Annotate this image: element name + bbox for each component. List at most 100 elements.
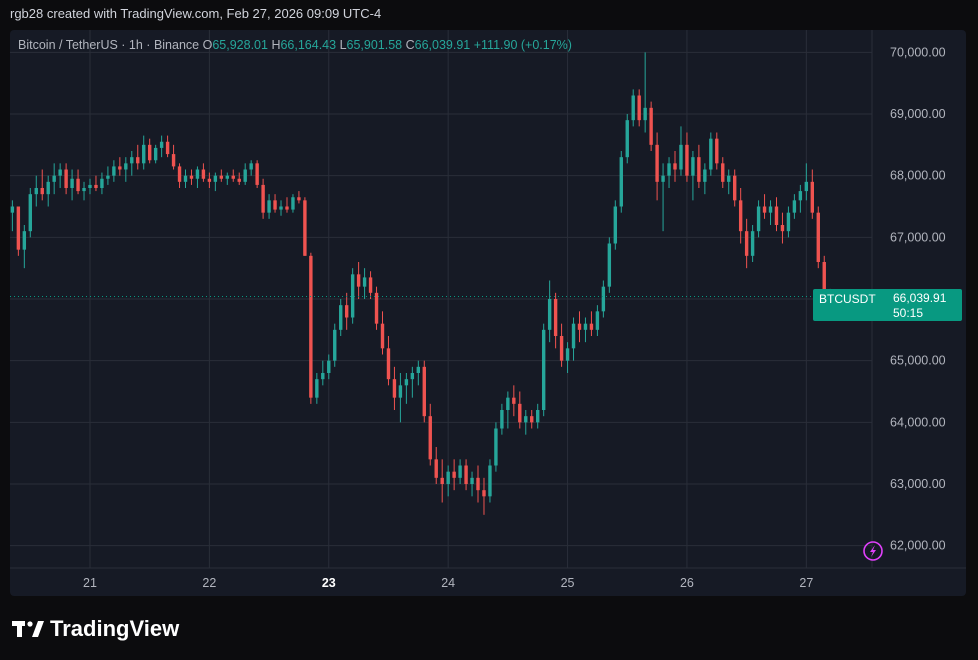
candle — [64, 163, 68, 195]
candle-body — [709, 138, 713, 170]
candle — [804, 163, 809, 201]
candle — [476, 465, 480, 503]
candle-body — [297, 197, 301, 201]
candle — [631, 89, 635, 127]
candle-body — [446, 471, 450, 484]
candle — [404, 373, 409, 404]
candle — [786, 206, 791, 238]
candle — [392, 366, 397, 410]
candle-body — [601, 286, 606, 312]
x-tick-label: 23 — [322, 576, 336, 590]
candle — [28, 188, 32, 238]
candle — [147, 138, 152, 164]
candle — [792, 194, 797, 219]
tradingview-logo[interactable]: TradingView — [12, 616, 179, 642]
candle — [350, 268, 355, 324]
candle-body — [339, 305, 343, 330]
candle-body — [130, 157, 134, 164]
candle — [231, 169, 235, 182]
candle-body — [285, 206, 289, 210]
legend-change: +111.90 (+0.17%) — [473, 38, 572, 52]
candle — [368, 271, 373, 299]
candle-body — [792, 200, 797, 213]
candle-body — [476, 477, 480, 491]
price-axis: 62,000.00 63,000.00 64,000.00 65,000.00 66,0… — [890, 45, 946, 552]
candle-body — [685, 144, 689, 176]
candle-body — [118, 166, 122, 170]
candle — [285, 197, 289, 213]
candle-body — [34, 188, 38, 195]
candle — [82, 181, 86, 201]
candle — [703, 163, 707, 195]
candle — [422, 360, 426, 423]
candle — [165, 135, 170, 158]
candle-body — [512, 397, 516, 404]
candle-body — [142, 144, 146, 164]
y-tick-label: 64,000.00 — [890, 415, 946, 429]
candle — [16, 206, 21, 256]
candle — [589, 311, 594, 336]
snapshot-bolt-icon[interactable] — [863, 541, 883, 561]
candle-body — [434, 459, 438, 478]
y-tick-label: 65,000.00 — [890, 354, 946, 368]
candle — [494, 422, 498, 472]
candle-body — [177, 166, 182, 182]
candle — [780, 212, 785, 244]
candle — [142, 135, 146, 170]
candle — [637, 89, 641, 127]
candle — [201, 163, 206, 182]
candle-body — [595, 311, 600, 330]
candle-body — [637, 95, 641, 121]
candle — [356, 262, 361, 299]
candle-body — [255, 163, 259, 185]
candle — [386, 336, 391, 386]
candle — [315, 373, 319, 404]
chart-frame[interactable]: 62,000.00 63,000.00 64,000.00 65,000.00 66,0… — [10, 30, 966, 596]
legend-high-value: 66,164.43 — [280, 38, 337, 52]
candle-body — [816, 212, 820, 262]
candle — [619, 151, 623, 213]
candle-body — [136, 157, 140, 164]
candle-body — [715, 138, 719, 164]
candle — [679, 126, 683, 176]
candlestick-chart[interactable]: 62,000.00 63,000.00 64,000.00 65,000.00 66,0… — [10, 30, 966, 596]
candle-body — [577, 323, 582, 330]
tradingview-logo-icon — [12, 621, 44, 637]
legend-close-label: C — [405, 38, 415, 52]
candle-body — [452, 471, 456, 478]
candle — [536, 403, 540, 429]
candle-body — [428, 416, 432, 460]
candle-body — [201, 169, 206, 179]
candle — [183, 169, 188, 188]
candle — [159, 135, 164, 158]
candle-body — [547, 299, 552, 330]
candle — [171, 144, 176, 170]
candle — [709, 132, 713, 176]
candle — [321, 360, 325, 386]
candle-body — [261, 184, 265, 213]
candle — [649, 101, 653, 151]
candle-body — [22, 231, 27, 250]
candle-body — [756, 206, 761, 232]
candle-body — [171, 154, 176, 167]
x-tick-label: 21 — [83, 576, 97, 590]
candle — [237, 172, 241, 185]
y-tick-label: 67,000.00 — [890, 230, 946, 244]
legend-symbol[interactable]: Bitcoin / TetherUS · 1h · Binance — [18, 38, 200, 52]
candle-body — [88, 184, 92, 188]
x-tick-label: 26 — [680, 576, 694, 590]
candle — [810, 169, 815, 219]
candle-body — [231, 175, 235, 179]
candle-body — [553, 299, 558, 336]
candle — [112, 160, 116, 182]
candle — [577, 311, 582, 343]
candle-body — [613, 206, 618, 244]
candle — [661, 163, 665, 232]
candle-body — [279, 206, 283, 210]
candle — [88, 178, 92, 195]
candle — [625, 114, 629, 164]
candle-body — [267, 200, 271, 213]
candle-body — [744, 231, 749, 256]
candle — [798, 184, 803, 213]
candle — [416, 360, 421, 386]
